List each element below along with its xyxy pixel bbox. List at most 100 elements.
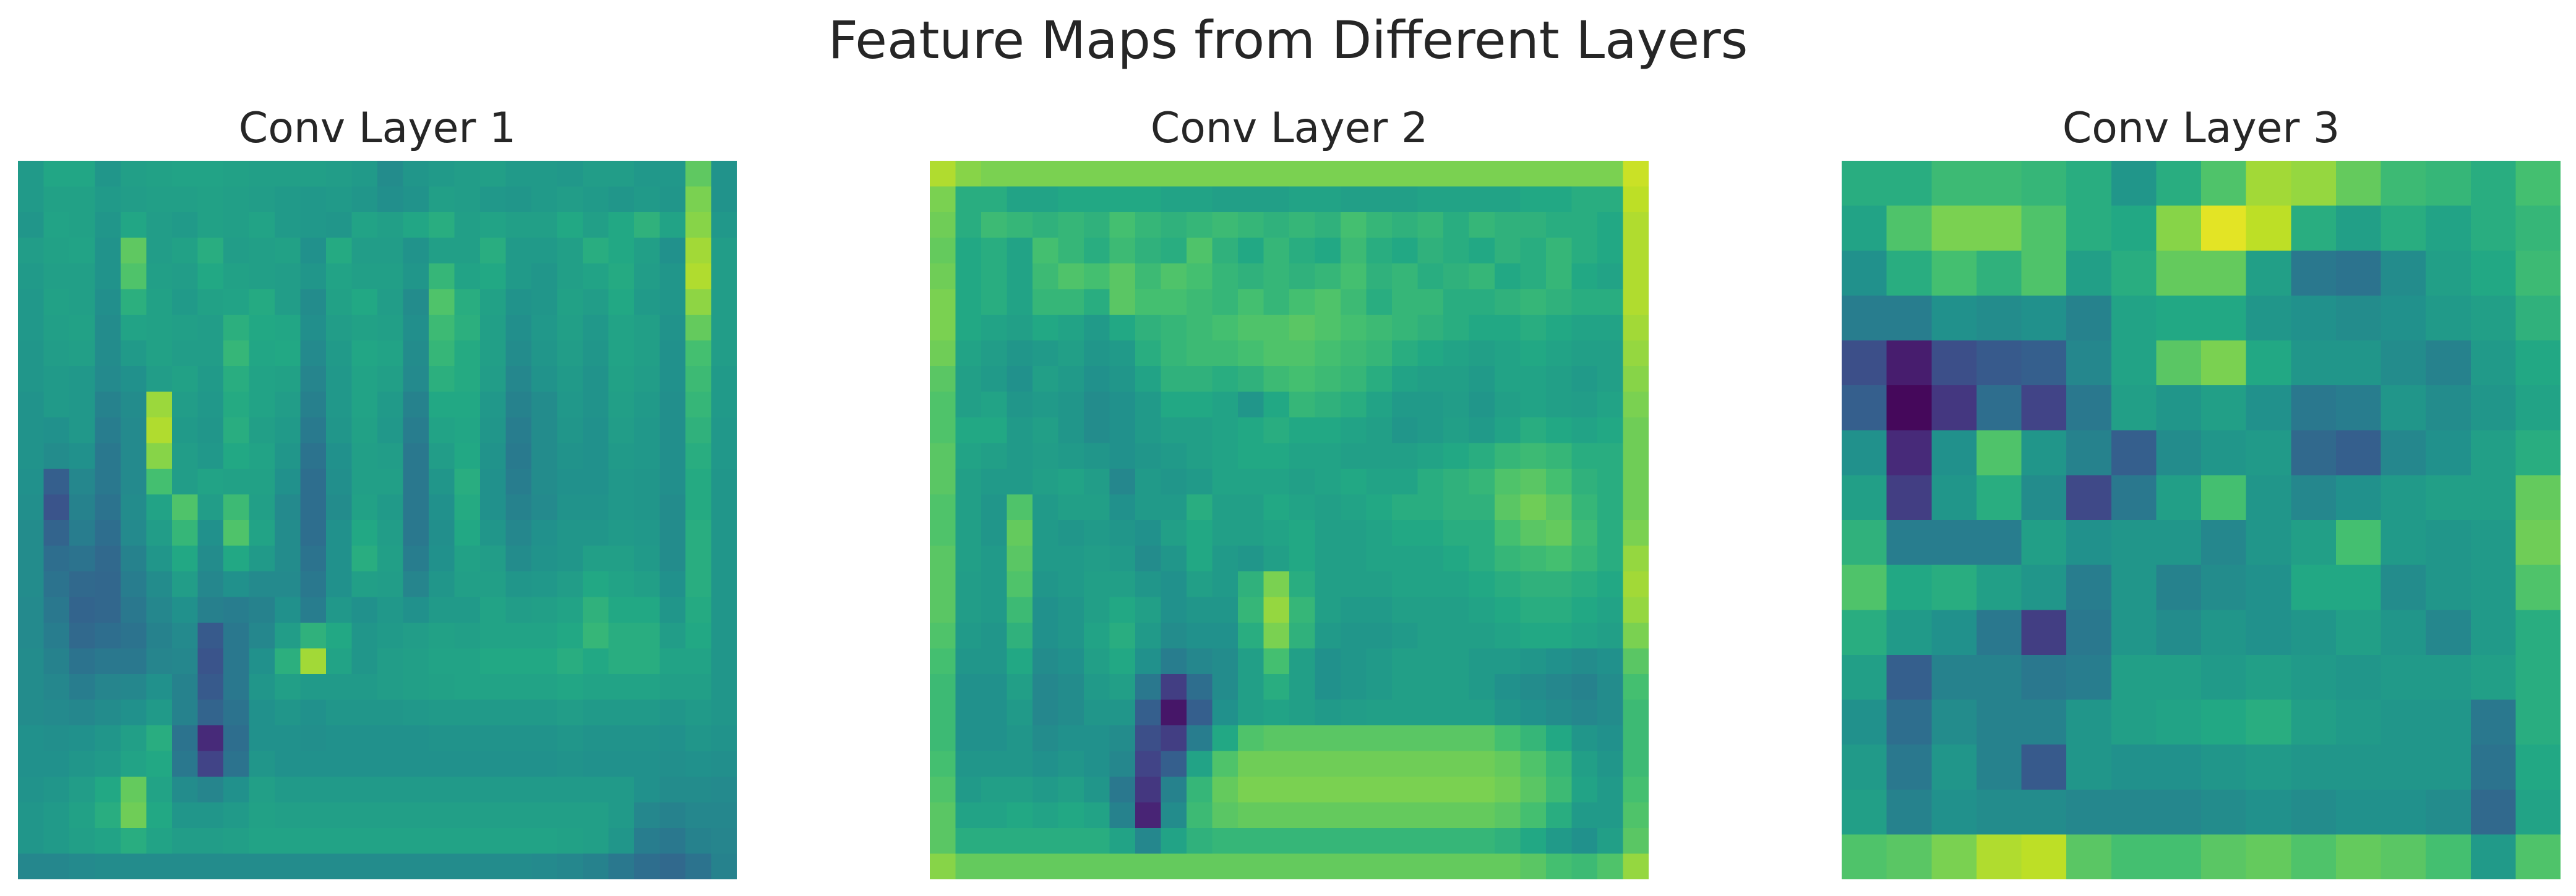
heatmap-cell [1886, 834, 1932, 879]
heatmap-cell [1238, 494, 1264, 521]
heatmap-cell [1623, 674, 1649, 701]
heatmap-cell [1212, 545, 1239, 572]
heatmap-cell [1842, 475, 1887, 521]
heatmap-cell [1289, 494, 1316, 521]
heatmap-cell [1571, 417, 1598, 444]
heatmap-cell [403, 571, 429, 598]
heatmap-cell [2111, 385, 2157, 431]
heatmap-cell [2201, 161, 2247, 207]
heatmap-cell [1520, 186, 1547, 213]
heatmap-cell [1417, 391, 1444, 418]
heatmap-cell [1058, 545, 1084, 572]
heatmap-cell [300, 494, 327, 521]
heatmap-cell [95, 263, 121, 290]
heatmap-cell [429, 237, 455, 264]
heatmap-cell [326, 186, 353, 213]
heatmap-cell [223, 186, 250, 213]
heatmap-cell [1623, 340, 1649, 367]
heatmap-cell [454, 494, 481, 521]
heatmap-cell [981, 648, 1008, 675]
heatmap-cell [223, 777, 250, 803]
heatmap-cell [146, 237, 173, 264]
heatmap-cell [300, 469, 327, 495]
heatmap-cell [146, 186, 173, 213]
heatmap-cell [197, 366, 224, 393]
heatmap-cell [1597, 802, 1624, 829]
heatmap-cell [1238, 828, 1264, 855]
heatmap-cell [981, 699, 1008, 726]
heatmap-cell [1392, 597, 1419, 623]
heatmap-cell [930, 417, 956, 444]
heatmap-cell [223, 469, 250, 495]
heatmap-cell [1084, 545, 1110, 572]
heatmap-cell [69, 545, 96, 572]
heatmap-cell [685, 520, 712, 547]
heatmap-cell [300, 725, 327, 752]
heatmap-cell [249, 648, 275, 675]
heatmap-cell [531, 802, 558, 829]
heatmap-cell [1495, 340, 1521, 367]
heatmap-cell [403, 597, 429, 623]
panel-title: Conv Layer 3 [2062, 104, 2340, 153]
heatmap-cell [275, 391, 301, 418]
heatmap-cell [659, 494, 686, 521]
heatmap-cell [429, 315, 455, 341]
heatmap-cell [1495, 853, 1521, 879]
heatmap-cell [146, 212, 173, 239]
heatmap-cell [1084, 366, 1110, 393]
heatmap-cell [377, 520, 404, 547]
heatmap-cell [1976, 789, 2022, 835]
heatmap-cell [69, 263, 96, 290]
heatmap-cell [1392, 648, 1419, 675]
heatmap-cell [2156, 654, 2202, 701]
heatmap-cell [1931, 654, 1977, 701]
heatmap-cell [18, 417, 45, 444]
heatmap-cell [2426, 699, 2471, 745]
heatmap-cell [1315, 674, 1341, 701]
heatmap-cell [2335, 654, 2382, 701]
heatmap-cell [1289, 366, 1316, 393]
heatmap-cell [1571, 366, 1598, 393]
heatmap-cell [351, 571, 378, 598]
heatmap-cell [18, 494, 45, 521]
heatmap-cell [69, 853, 96, 879]
heatmap-cell [634, 315, 661, 341]
heatmap-cell [1392, 853, 1419, 879]
heatmap-cell [1187, 802, 1213, 829]
heatmap-cell [121, 699, 147, 726]
heatmap-cell [1033, 443, 1059, 469]
heatmap-cell [659, 777, 686, 803]
heatmap-cell [930, 443, 956, 469]
heatmap-cell [711, 186, 737, 213]
heatmap-cell [1520, 623, 1547, 649]
heatmap-cell [403, 186, 429, 213]
heatmap-cell [2291, 610, 2337, 655]
heatmap-cell [275, 699, 301, 726]
heatmap-cell [608, 648, 635, 675]
heatmap-cell [1109, 366, 1136, 393]
heatmap-cell [1212, 186, 1239, 213]
heatmap-cell [1315, 161, 1341, 187]
heatmap-cell [377, 161, 404, 187]
heatmap-cell [1443, 725, 1470, 752]
heatmap-cell [1238, 417, 1264, 444]
heatmap-cell [2381, 834, 2426, 879]
heatmap-cell [2066, 250, 2112, 296]
heatmap-cell [2111, 745, 2157, 790]
heatmap-cell [557, 751, 583, 777]
heatmap-cell [1886, 161, 1932, 207]
heatmap-cell [955, 391, 982, 418]
heatmap-cell [1341, 699, 1367, 726]
heatmap-cell [429, 828, 455, 855]
heatmap-cell [1392, 237, 1419, 264]
heatmap-cell [146, 597, 173, 623]
heatmap-cell [2021, 340, 2067, 386]
heatmap-cell [531, 417, 558, 444]
heatmap-cell [634, 469, 661, 495]
figure-title: Feature Maps from Different Layers [828, 10, 1748, 70]
heatmap-cell [1469, 494, 1495, 521]
heatmap-cell [1341, 212, 1367, 239]
heatmap-cell [429, 725, 455, 752]
heatmap-cell [685, 186, 712, 213]
